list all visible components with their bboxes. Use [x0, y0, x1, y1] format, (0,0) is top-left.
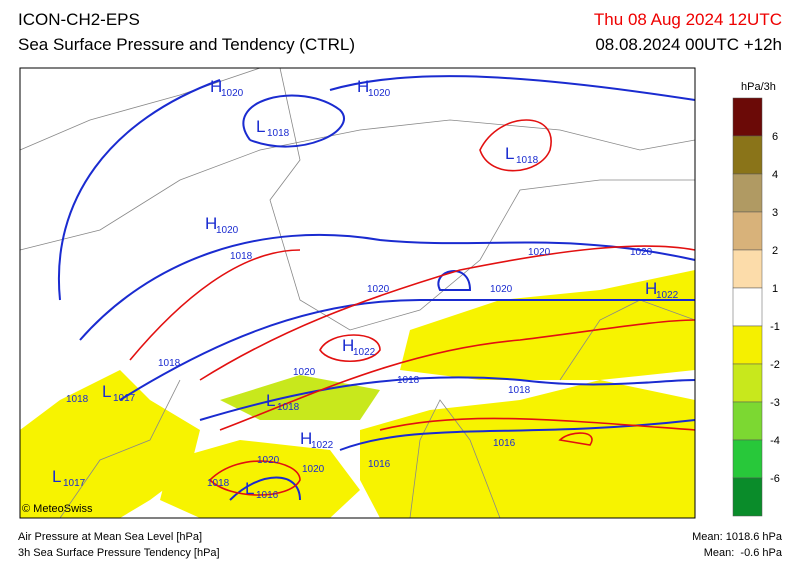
isobar-label: 1018 — [158, 358, 181, 369]
title: ICON-CH2-EPS — [18, 10, 140, 29]
colorbar-bin — [732, 249, 763, 289]
run-time: 08.08.2024 00UTC +12h — [595, 35, 782, 54]
colorbar-label: -1 — [770, 321, 780, 333]
center-letter: L — [102, 382, 111, 401]
isobar-label: 1018 — [508, 385, 531, 396]
colorbar-bin — [732, 363, 763, 403]
center-value: 1020 — [216, 225, 239, 236]
tendency-lines — [129, 119, 696, 496]
center-value: 1016 — [256, 490, 279, 501]
center-value: 1020 — [368, 88, 391, 99]
colorbar-bin — [732, 211, 763, 251]
colorbar-label: 1 — [772, 283, 778, 295]
center-value: 1018 — [277, 402, 300, 413]
subtitle: Sea Surface Pressure and Tendency (CTRL) — [18, 35, 355, 54]
colorbar-bin — [732, 135, 763, 175]
center-letter: H — [300, 429, 312, 448]
isobar-label: 1016 — [368, 459, 391, 470]
center-value: 1022 — [656, 290, 679, 301]
colorbar-label: -4 — [770, 435, 780, 447]
mean-tendency: Mean: -0.6 hPa — [704, 547, 783, 559]
isobar-label: 1020 — [490, 284, 513, 295]
center-value: 1022 — [353, 347, 376, 358]
isobar-label: 1018 — [230, 251, 253, 262]
isobar-label: 1018 — [207, 478, 230, 489]
isobar-label: 1020 — [528, 247, 551, 258]
tendency-areas — [20, 270, 695, 518]
map-frame — [19, 67, 696, 519]
isobar-label: 1018 — [66, 394, 89, 405]
isobar-label: 1020 — [630, 247, 653, 258]
center-value: 1017 — [63, 478, 86, 489]
center-letter: L — [266, 391, 275, 410]
isobar-label: 1020 — [302, 464, 325, 475]
colorbar-label: -2 — [770, 359, 780, 371]
center-letter: L — [505, 144, 514, 163]
colorbar-label: 3 — [772, 207, 778, 219]
colorbar-bin — [732, 325, 763, 365]
legend-line-1: Air Pressure at Mean Sea Level [hPa] — [18, 531, 202, 543]
colorbar-label: -6 — [770, 473, 780, 485]
center-letter: H — [357, 77, 369, 96]
center-letter: H — [645, 279, 657, 298]
legend-line-2: 3h Sea Surface Pressure Tendency [hPa] — [18, 547, 220, 559]
isobars-lines — [57, 75, 696, 501]
center-letter: H — [210, 77, 222, 96]
colorbar-bin — [732, 401, 763, 441]
isobar-label: 1020 — [257, 455, 280, 466]
center-letter: H — [205, 214, 217, 233]
colorbar-bin — [732, 97, 763, 137]
colorbar-bin — [732, 477, 763, 517]
colorbar-bin — [732, 173, 763, 213]
colorbar: 6 4 3 2 1 -1 -2 -3 -4 -6 — [732, 97, 780, 517]
colorbar-label: 2 — [772, 245, 778, 257]
colorbar-bin — [732, 287, 763, 327]
center-letter: L — [52, 467, 61, 486]
mean-pressure: Mean: 1018.6 hPa — [692, 531, 783, 543]
center-value: 1022 — [311, 440, 334, 451]
colorbar-label: 6 — [772, 131, 778, 143]
isobar-label: 1016 — [493, 438, 516, 449]
isobar-label: 1018 — [397, 375, 420, 386]
colorbar-label: 4 — [772, 169, 778, 181]
credit: © MeteoSwiss — [22, 503, 93, 515]
center-value: 1018 — [267, 128, 290, 139]
colorbar-unit: hPa/3h — [741, 81, 776, 93]
center-value: 1018 — [516, 155, 539, 166]
colorbar-label: -3 — [770, 397, 780, 409]
center-value: 1017 — [113, 393, 136, 404]
borders — [19, 67, 696, 519]
center-letter: L — [256, 117, 265, 136]
center-value: 1020 — [221, 88, 244, 99]
colorbar-bin — [732, 439, 763, 479]
isobar-label: 1020 — [293, 367, 316, 378]
valid-time: Thu 08 Aug 2024 12UTC — [594, 10, 782, 29]
isobar-label: 1020 — [367, 284, 390, 295]
center-letter: L — [245, 479, 254, 498]
center-letter: H — [342, 336, 354, 355]
